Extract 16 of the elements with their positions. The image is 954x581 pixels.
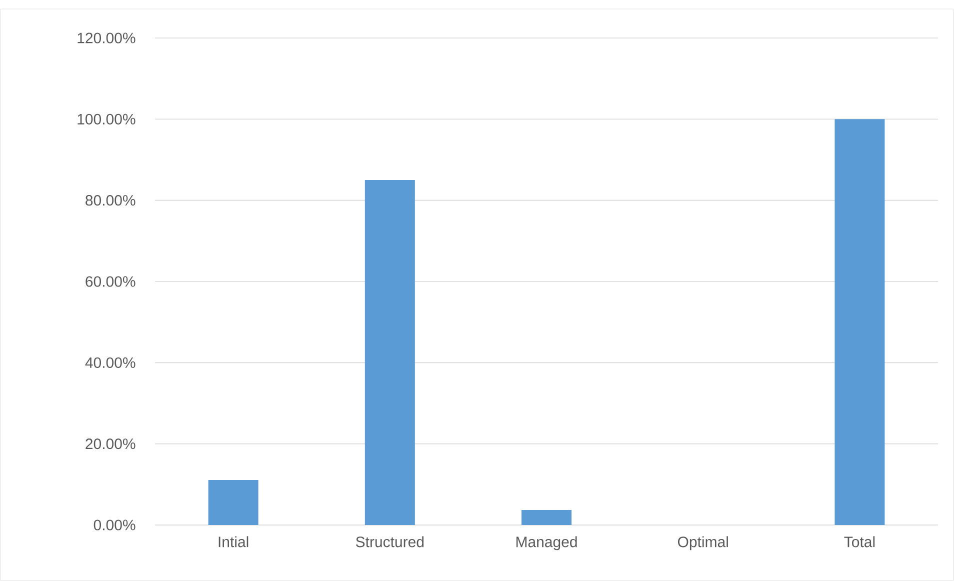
bar <box>834 119 885 525</box>
bar <box>522 510 572 525</box>
bar <box>208 480 258 525</box>
y-tick-label: 40.00% <box>85 357 136 368</box>
y-tick-label: 0.00% <box>94 520 136 530</box>
y-tick-label: 60.00% <box>86 276 136 287</box>
bar <box>364 180 415 525</box>
x-tick-label: Intial <box>218 536 248 548</box>
x-tick-label: Managed <box>516 536 577 550</box>
x-tick-label: Total <box>844 536 875 548</box>
y-tick-label: 20.00% <box>86 438 136 450</box>
y-tick-label: 80.00% <box>86 195 136 206</box>
x-tick-label: Structured <box>356 536 424 548</box>
y-tick-label: 120.00% <box>78 32 136 44</box>
y-tick-label: 100.00% <box>78 114 136 124</box>
x-tick-label: Optimal <box>678 536 728 550</box>
